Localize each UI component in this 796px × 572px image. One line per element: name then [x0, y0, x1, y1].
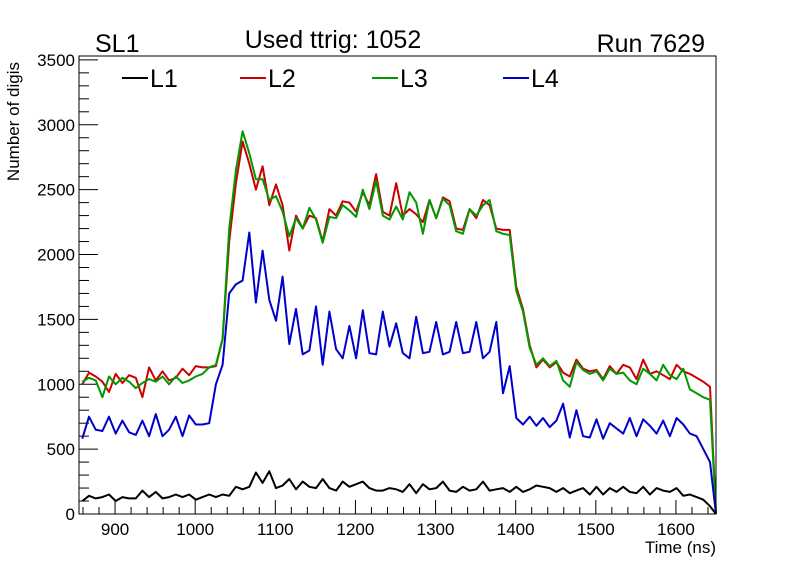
axes: 0 500 1000 1500 2000 2500 3000 3500 900 1000 1100 1…: [37, 51, 709, 539]
y-axis-label: Number of digis: [4, 62, 23, 181]
y-tick-label: 2000: [37, 246, 75, 265]
y-tick-label: 2500: [37, 181, 75, 200]
series-line-l3: [81, 130, 717, 515]
x-tick-label: 1200: [337, 520, 375, 539]
plot-frame: [78, 55, 717, 515]
title-center: Used ttrig: 1052: [245, 26, 422, 54]
y-tick-label: 3500: [37, 51, 75, 70]
x-tick-label: 1100: [257, 520, 294, 539]
series-group: [81, 130, 717, 515]
legend-label-l1: L1: [150, 65, 178, 93]
series-line-l1: [81, 470, 717, 515]
x-tick-label: 1600: [657, 520, 695, 539]
x-tick-label: 1500: [577, 520, 615, 539]
title-left: SL1: [95, 30, 139, 58]
y-tick-label: 1000: [37, 375, 75, 394]
y-tick-label: 0: [66, 505, 75, 524]
series-line-l4: [81, 231, 717, 515]
series-line-l2: [81, 140, 717, 515]
legend-label-l3: L3: [400, 65, 428, 93]
x-tick-label: 1400: [497, 520, 535, 539]
title-right: Run 7629: [597, 30, 705, 58]
legend-label-l2: L2: [268, 65, 296, 93]
x-tick-label: 1300: [417, 520, 455, 539]
x-axis-label: Time (ns): [645, 538, 716, 557]
y-tick-label: 3000: [37, 116, 75, 135]
legend-label-l4: L4: [531, 65, 559, 93]
x-tick-label: 900: [101, 520, 129, 539]
x-tick-label: 1000: [176, 520, 214, 539]
legend: L1 L2 L3 L4: [122, 65, 559, 93]
y-tick-label: 500: [47, 440, 75, 459]
y-tick-label: 1500: [37, 310, 75, 329]
